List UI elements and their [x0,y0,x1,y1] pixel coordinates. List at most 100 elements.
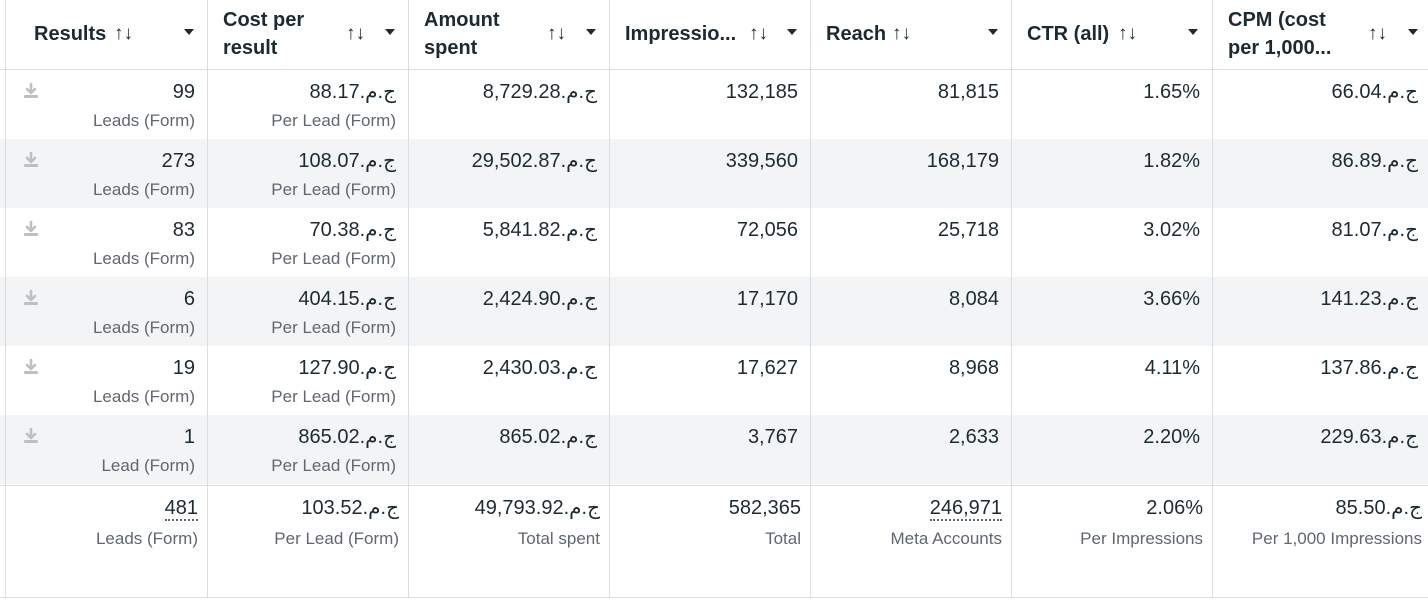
sort-arrows-icon[interactable]: ↑↓ [346,23,365,44]
reach-cell: 168,179 [810,139,1011,208]
impressions-value: 3,767 [747,426,798,448]
cost-sublabel: Per Lead (Form) [271,318,396,337]
total-impressions-cell: 582,365 Total [609,486,810,599]
total-ctr-value: 2.06% [1146,497,1203,519]
caret-down-icon[interactable] [184,29,194,35]
column-label-line2: per 1,000... [1228,37,1332,59]
total-results-value[interactable]: 481 [164,497,198,521]
amount-cell: ج.م.865.02 [408,415,609,484]
sort-arrows-icon[interactable]: ↑↓ [547,23,566,44]
download-icon[interactable] [22,358,40,376]
table-row[interactable]: 1 Lead (Form) ج.م.865.02 Per Lead (Form) ج.م… [0,415,1428,484]
sort-arrows-icon[interactable]: ↑↓ [892,23,911,44]
ctr-cell: 3.02% [1011,208,1212,277]
column-divider [408,0,409,598]
amount-cell: ج.م.2,430.03 [408,346,609,415]
amount-value: ج.م.2,430.03 [482,357,597,379]
column-label-line1: CPM (cost [1228,9,1326,31]
sort-arrows-icon[interactable]: ↑↓ [114,23,133,44]
column-label-line1: Amount [424,9,500,31]
column-header-ctr[interactable]: CTR (all) ↑↓ [1011,0,1212,70]
cost-cell: ج.م.70.38 Per Lead (Form) [207,208,408,277]
caret-down-icon[interactable] [586,29,596,35]
ctr-cell: 1.82% [1011,139,1212,208]
table-row[interactable]: 6 Leads (Form) ج.م.404.15 Per Lead (Form) ج.… [0,277,1428,346]
column-header-results[interactable]: Results ↑↓ [18,0,208,70]
column-header-cpm[interactable]: CPM (cost per 1,000... ↑↓ [1212,0,1428,70]
column-label-line2: spent [424,37,478,59]
column-label-line2: result [223,37,278,59]
impressions-value: 72,056 [736,219,798,241]
total-amount-cell: ج.م.49,793.92 Total spent [408,486,609,599]
amount-cell: ج.م.29,502.87 [408,139,609,208]
column-header-reach[interactable]: Reach ↑↓ [810,0,1011,70]
results-cell: 6 Leads (Form) [0,277,207,346]
total-cpm-cell: ج.م.85.50 Per 1,000 Impressions [1212,486,1428,599]
column-divider [1212,0,1213,598]
results-cell: 1 Lead (Form) [0,415,207,484]
cpm-cell: ج.م.229.63 [1212,415,1428,484]
totals-row: 481 Leads (Form) ج.م.103.52 Per Lead (Fo… [0,485,1428,598]
reach-value: 168,179 [926,150,999,172]
cpm-value: ج.م.137.86 [1320,357,1418,379]
caret-down-icon[interactable] [988,29,998,35]
caret-down-icon[interactable] [787,29,797,35]
download-icon[interactable] [22,220,40,238]
cost-sublabel: Per Lead (Form) [271,249,396,268]
cost-cell: ج.م.88.17 Per Lead (Form) [207,70,408,139]
reach-value: 25,718 [937,219,999,241]
column-header-cost-per-result[interactable]: Cost per result ↑↓ [207,0,408,70]
results-value: 83 [172,219,195,241]
sort-arrows-icon[interactable]: ↑↓ [749,23,768,44]
cpm-cell: ج.م.141.23 [1212,277,1428,346]
column-header-impressions[interactable]: Impressio... ↑↓ [609,0,810,70]
cost-cell: ج.م.865.02 Per Lead (Form) [207,415,408,484]
impressions-value: 339,560 [725,150,798,172]
total-cost-label: Per Lead (Form) [274,529,399,548]
amount-value: ج.م.865.02 [499,426,597,448]
impressions-value: 17,170 [736,288,798,310]
amount-value: ج.م.8,729.28 [482,81,597,103]
download-icon[interactable] [22,289,40,307]
total-cost-value: ج.م.103.52 [301,497,399,519]
download-icon[interactable] [22,427,40,445]
results-sublabel: Leads (Form) [92,180,195,199]
cpm-cell: ج.م.66.04 [1212,70,1428,139]
ctr-value: 4.11% [1144,357,1200,379]
results-sublabel: Leads (Form) [92,387,195,406]
impressions-value: 132,185 [725,81,798,103]
impressions-cell: 132,185 [609,70,810,139]
column-label: Reach [826,23,887,45]
column-label: Impressio... [625,23,737,45]
column-divider [1011,0,1012,598]
table-row[interactable]: 19 Leads (Form) ج.م.127.90 Per Lead (Form) ج… [0,346,1428,415]
table-bottom-border [0,597,1428,598]
sort-arrows-icon[interactable]: ↑↓ [1118,23,1137,44]
download-icon[interactable] [22,82,40,100]
cost-sublabel: Per Lead (Form) [271,387,396,406]
caret-down-icon[interactable] [1408,29,1418,35]
ctr-value: 3.02% [1143,219,1200,241]
column-header-amount-spent[interactable]: Amount spent ↑↓ [408,0,609,70]
column-label-line1: Cost per [223,9,305,31]
cost-cell: ج.م.108.07 Per Lead (Form) [207,139,408,208]
sort-arrows-icon[interactable]: ↑↓ [1368,23,1387,44]
cpm-value: ج.م.66.04 [1331,81,1418,103]
total-reach-cell: 246,971 Meta Accounts [810,486,1011,599]
results-sublabel: Leads (Form) [92,249,195,268]
total-amount-value: ج.م.49,793.92 [474,497,600,519]
cpm-cell: ج.م.81.07 [1212,208,1428,277]
download-icon[interactable] [22,151,40,169]
caret-down-icon[interactable] [1188,29,1198,35]
caret-down-icon[interactable] [385,29,395,35]
reach-cell: 8,084 [810,277,1011,346]
total-reach-value[interactable]: 246,971 [929,497,1002,521]
impressions-cell: 17,170 [609,277,810,346]
table-row[interactable]: 83 Leads (Form) ج.م.70.38 Per Lead (Form) ج.… [0,208,1428,277]
table-row[interactable]: 99 Leads (Form) ج.م.88.17 Per Lead (Form) ج.… [0,70,1428,139]
total-cpm-label: Per 1,000 Impressions [1251,529,1422,548]
table-row[interactable]: 273 Leads (Form) ج.م.108.07 Per Lead (Form)… [0,139,1428,208]
cpm-value: ج.م.86.89 [1331,150,1418,172]
amount-cell: ج.م.2,424.90 [408,277,609,346]
